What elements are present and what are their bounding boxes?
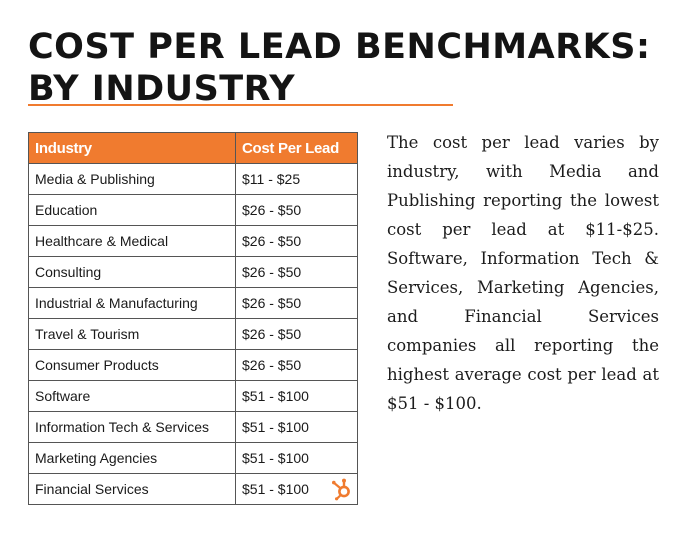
table-row: Media & Publishing $11 - $25 <box>28 163 358 195</box>
table-row: Consumer Products $26 - $50 <box>28 349 358 381</box>
industry-cell: Consulting <box>28 256 236 288</box>
industry-cell: Software <box>28 380 236 412</box>
table-row: Consulting $26 - $50 <box>28 256 358 288</box>
industry-cell: Marketing Agencies <box>28 442 236 474</box>
cost-cell: $51 - $100 <box>235 380 358 412</box>
page-title: COST PER LEAD BENCHMARKS: BY INDUSTRY <box>28 26 651 110</box>
cost-cell: $26 - $50 <box>235 287 358 319</box>
table-row: Education $26 - $50 <box>28 194 358 226</box>
table-row: Healthcare & Medical $26 - $50 <box>28 225 358 257</box>
cost-cell: $51 - $100 <box>235 411 358 443</box>
cost-cell: $51 - $100 <box>235 442 358 474</box>
industry-cell: Industrial & Manufacturing <box>28 287 236 319</box>
table-row: Software $51 - $100 <box>28 380 358 412</box>
description-paragraph: The cost per lead varies by industry, wi… <box>387 133 659 413</box>
industry-cell: Healthcare & Medical <box>28 225 236 257</box>
benchmark-table: Industry Cost Per Lead Media & Publishin… <box>28 132 358 505</box>
cost-cell: $26 - $50 <box>235 194 358 226</box>
industry-cell: Financial Services <box>28 473 236 505</box>
hubspot-logo-icon <box>332 478 350 501</box>
industry-cell: Information Tech & Services <box>28 411 236 443</box>
cost-cell-with-logo: $51 - $100 <box>235 473 358 505</box>
page-title-line-1: COST PER LEAD BENCHMARKS: <box>28 27 651 67</box>
industry-cell: Media & Publishing <box>28 163 236 195</box>
industry-cell: Consumer Products <box>28 349 236 381</box>
cost-cell: $26 - $50 <box>235 318 358 350</box>
table-row: Industrial & Manufacturing $26 - $50 <box>28 287 358 319</box>
page-title-line-2: BY INDUSTRY <box>28 69 296 109</box>
cost-cell: $26 - $50 <box>235 256 358 288</box>
cost-cell: $11 - $25 <box>235 163 358 195</box>
table-row: Travel & Tourism $26 - $50 <box>28 318 358 350</box>
industry-cell: Travel & Tourism <box>28 318 236 350</box>
title-divider <box>28 104 453 106</box>
table-row: Marketing Agencies $51 - $100 <box>28 442 358 474</box>
table-header-row: Industry Cost Per Lead <box>28 132 358 164</box>
cost-cell: $26 - $50 <box>235 349 358 381</box>
table-row: Financial Services $51 - $100 <box>28 473 358 505</box>
column-header-cost-per-lead: Cost Per Lead <box>235 132 358 164</box>
table-row: Information Tech & Services $51 - $100 <box>28 411 358 443</box>
industry-cell: Education <box>28 194 236 226</box>
cost-cell: $26 - $50 <box>235 225 358 257</box>
column-header-industry: Industry <box>28 132 236 164</box>
cost-value: $51 - $100 <box>242 481 309 497</box>
